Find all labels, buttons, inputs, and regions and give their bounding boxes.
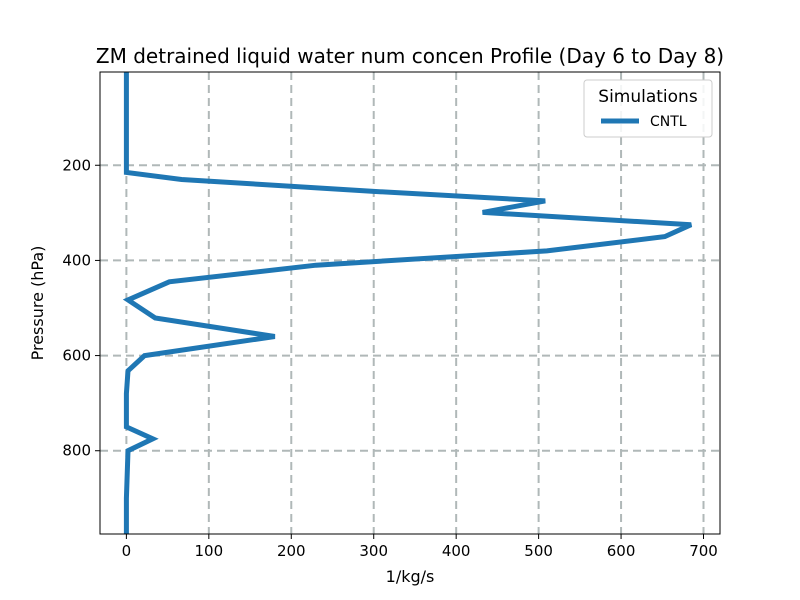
x-tick-label: 300 [359,542,388,560]
x-tick-label: 0 [122,542,132,560]
x-tick-label: 700 [689,542,718,560]
y-tick-label: 400 [62,251,91,269]
legend-label-cntl: CNTL [650,114,687,130]
x-tick-label: 100 [195,542,224,560]
y-axis-label: Pressure (hPa) [28,246,47,361]
ticks: 0 100 200 300 400 500 600 700 200 400 600 800 [62,156,717,560]
series-line-cntl [122,71,693,534]
chart-title: ZM detrained liquid water num concen Pro… [96,44,724,68]
grid [100,72,720,534]
legend-title: Simulations [598,87,698,107]
x-tick-label: 400 [442,542,471,560]
x-tick-label: 200 [277,542,306,560]
y-tick-label: 600 [62,347,91,365]
legend: Simulations CNTL [583,79,713,138]
plot-frame [99,71,721,535]
y-tick-label: 800 [62,442,91,460]
x-axis-label: 1/kg/s [386,567,435,586]
y-tick-label: 200 [62,156,91,174]
x-tick-label: 600 [607,542,636,560]
x-tick-label: 500 [524,542,553,560]
series-layer [122,71,693,534]
